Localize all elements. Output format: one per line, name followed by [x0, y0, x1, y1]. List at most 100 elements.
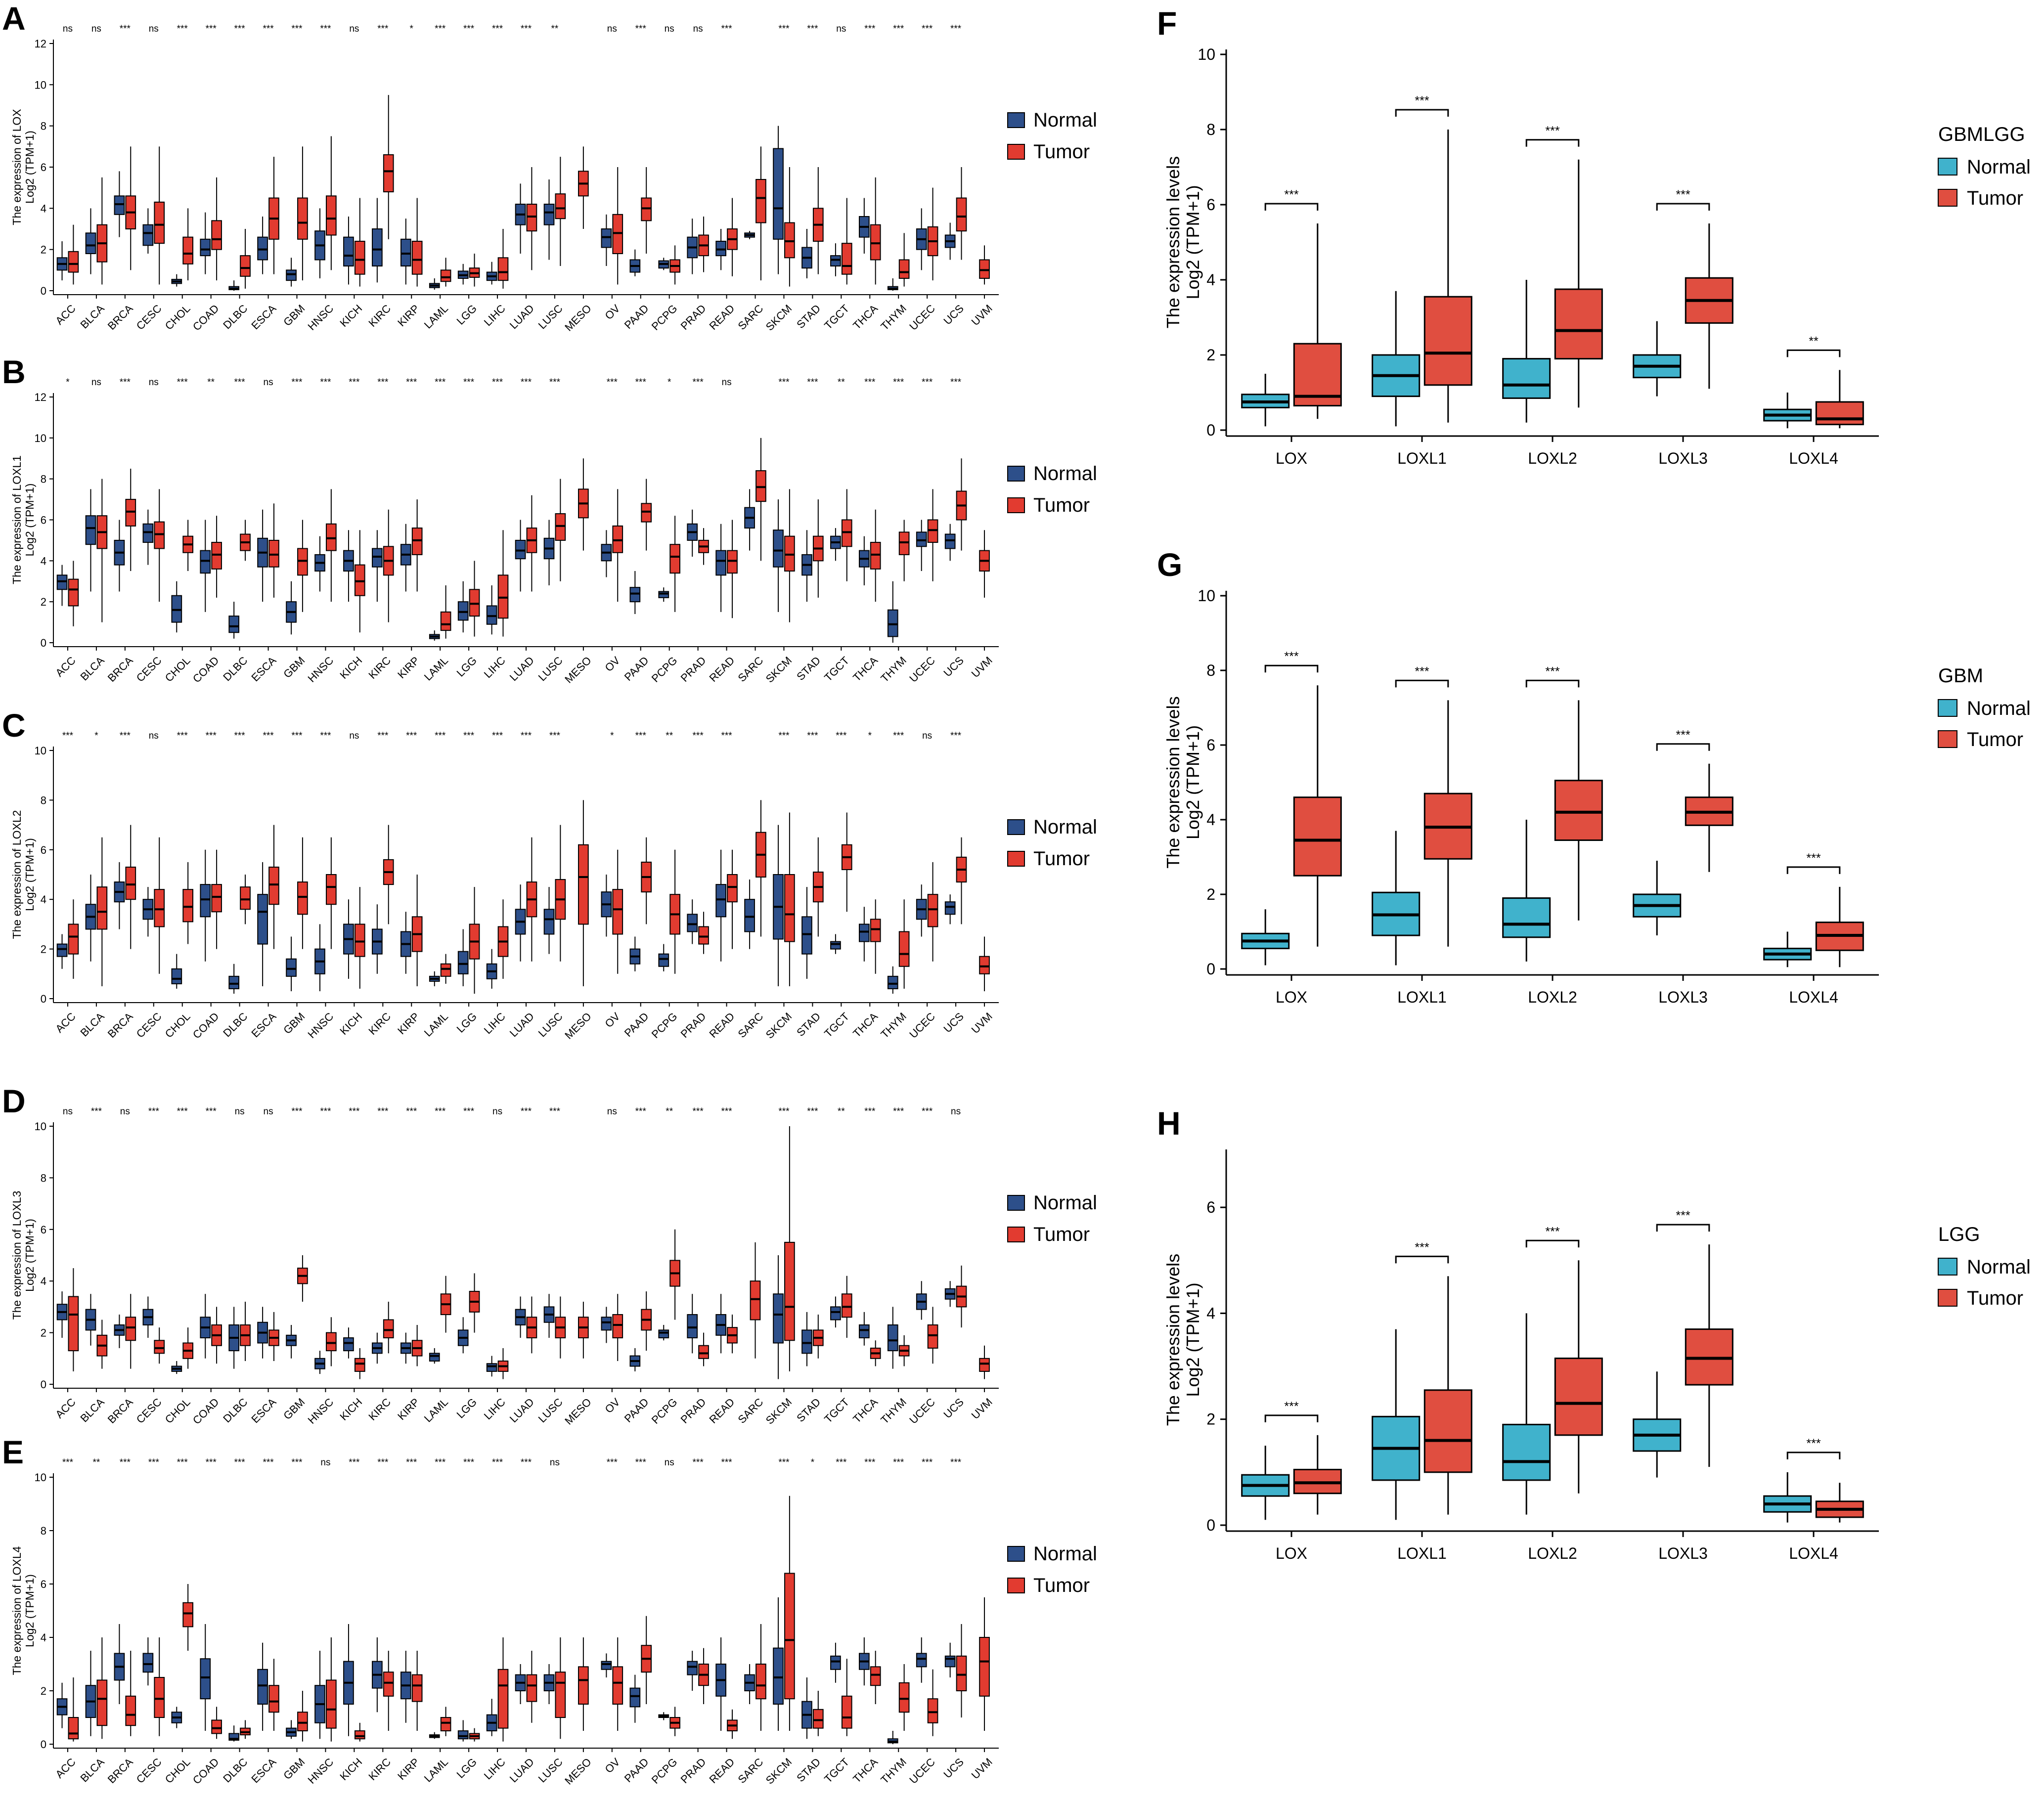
- tumor-box: [641, 503, 652, 523]
- significance-label: ns: [63, 24, 73, 34]
- tumor-box: [612, 214, 623, 255]
- normal-box: [343, 1337, 354, 1352]
- normal-box: [457, 601, 469, 621]
- significance-label: ***: [607, 1457, 618, 1468]
- significance-label: **: [1809, 334, 1819, 348]
- significance-label: ***: [206, 731, 217, 741]
- y-axis-title-line1: The expression levels: [1163, 696, 1183, 868]
- legend-normal-swatch: [1938, 1258, 1957, 1276]
- normal-box: [887, 975, 898, 989]
- normal-box: [85, 232, 96, 255]
- significance-label: ***: [291, 24, 303, 34]
- significance-label: ***: [549, 1106, 561, 1117]
- tumor-box: [268, 866, 279, 905]
- significance-label: ***: [1545, 664, 1559, 678]
- tumor-box: [268, 1685, 279, 1713]
- y-axis-title-line1: The expression levels: [1163, 1254, 1183, 1426]
- significance-label: ***: [521, 377, 532, 388]
- tumor-box: [440, 611, 451, 631]
- normal-box: [114, 195, 125, 215]
- normal-box: [457, 951, 469, 974]
- significance-bracket: [1264, 664, 1319, 673]
- tumor-box: [96, 1679, 108, 1726]
- tumor-box: [68, 578, 79, 607]
- significance-label: ***: [922, 24, 933, 34]
- significance-label: ***: [693, 1457, 704, 1468]
- normal-box: [486, 1363, 497, 1372]
- significance-label: ***: [778, 24, 790, 34]
- tumor-box: [956, 197, 967, 232]
- significance-label: ***: [120, 1457, 131, 1468]
- y-tick-label: 2: [1206, 346, 1215, 364]
- x-tick-label: LOXL2: [1528, 988, 1577, 1006]
- significance-label: ns: [665, 24, 674, 34]
- legend-tumor-label: Tumor: [1033, 494, 1090, 516]
- significance-label: ***: [950, 377, 962, 388]
- significance-label: ***: [922, 1457, 933, 1468]
- significance-label: ns: [149, 24, 159, 34]
- significance-label: ***: [864, 24, 876, 34]
- normal-box: [801, 1329, 812, 1354]
- tumor-box: [555, 513, 566, 541]
- significance-label: ***: [62, 1457, 74, 1468]
- y-tick-label: 6: [41, 514, 46, 527]
- significance-label: ***: [778, 1457, 790, 1468]
- y-axis-title-line2: Log2 (TPM+1): [23, 484, 36, 557]
- tumor-box: [784, 874, 795, 942]
- tumor-box: [469, 589, 480, 617]
- normal-box: [658, 953, 669, 967]
- y-tick-label: 4: [1206, 1304, 1215, 1322]
- significance-label: ns: [349, 24, 359, 34]
- significance-bracket: [1264, 1414, 1319, 1422]
- significance-label: ***: [1676, 1209, 1690, 1223]
- significance-label: **: [838, 377, 845, 388]
- y-axis-title: The expression of LOXL2 Log2 (TPM+1): [10, 810, 36, 939]
- significance-label: ***: [377, 24, 389, 34]
- significance-bracket: [1786, 349, 1841, 357]
- significance-label: ***: [349, 377, 360, 388]
- significance-label: ***: [950, 731, 962, 741]
- significance-label: **: [93, 1457, 100, 1468]
- normal-box: [200, 884, 211, 918]
- legend-tumor-swatch: [1007, 1227, 1025, 1242]
- tumor-box: [125, 866, 136, 900]
- significance-label: ns: [951, 1106, 961, 1117]
- tumor-box: [841, 243, 852, 275]
- significance-label: ***: [721, 731, 732, 741]
- tumor-box: [578, 844, 589, 925]
- normal-box: [916, 1653, 927, 1668]
- y-axis-title-line2: Log2 (TPM+1): [23, 131, 36, 204]
- y-tick-label: 2: [41, 596, 46, 608]
- significance-label: ***: [435, 1106, 446, 1117]
- tumor-box: [68, 251, 79, 273]
- significance-label: ***: [435, 1457, 446, 1468]
- tumor-box: [555, 193, 566, 220]
- y-tick-label: 8: [41, 120, 46, 132]
- significance-label: ***: [893, 731, 904, 741]
- significance-label: ***: [463, 1106, 475, 1117]
- significance-bracket: [1525, 1239, 1580, 1248]
- significance-label: *: [94, 731, 98, 741]
- tumor-box: [68, 924, 79, 955]
- significance-bracket: [1656, 743, 1710, 751]
- y-tick-label: 0: [1206, 1516, 1215, 1534]
- tumor-box: [555, 1672, 566, 1718]
- normal-box: [687, 1661, 698, 1675]
- tumor-box: [240, 886, 251, 910]
- legend-tumor-label: Tumor: [1033, 848, 1090, 870]
- significance-label: ***: [807, 24, 818, 34]
- significance-label: ns: [550, 1457, 560, 1468]
- normal-box: [372, 228, 383, 266]
- significance-label: ***: [320, 24, 331, 34]
- significance-label: ***: [377, 377, 389, 388]
- normal-box: [429, 1353, 440, 1362]
- significance-bracket: [1395, 679, 1449, 688]
- y-axis-title-line1: The expression of LOXL2: [10, 810, 23, 939]
- tumor-box: [182, 236, 194, 264]
- y-tick-label: 4: [1206, 271, 1215, 289]
- panel-g: G The expression levels Log2 (TPM+1) 0 2 4 6 8 1…: [1157, 546, 2031, 1006]
- tumor-box: [898, 931, 910, 967]
- normal-box: [944, 533, 956, 549]
- y-tick-label: 10: [35, 79, 46, 91]
- x-tick-label: LOXL3: [1658, 988, 1708, 1006]
